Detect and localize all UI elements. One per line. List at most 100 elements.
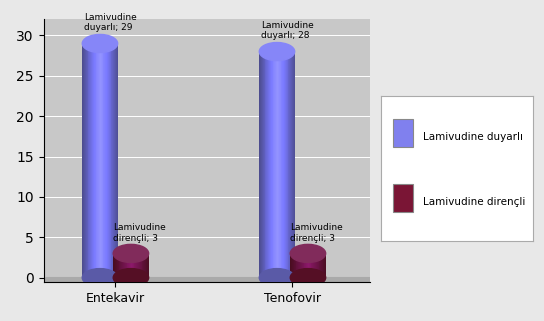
- Bar: [294, 52, 295, 278]
- Text: Lamivudine dirençli: Lamivudine dirençli: [423, 197, 526, 207]
- Bar: [263, 52, 264, 278]
- Bar: [133, 253, 134, 278]
- Bar: [322, 253, 323, 278]
- Bar: [293, 253, 294, 278]
- Bar: [84, 43, 85, 278]
- Bar: [285, 52, 286, 278]
- Bar: [268, 52, 269, 278]
- Bar: [93, 43, 94, 278]
- Ellipse shape: [290, 269, 326, 287]
- Bar: [103, 43, 104, 278]
- Bar: [311, 253, 312, 278]
- Bar: [115, 253, 116, 278]
- Bar: [299, 253, 300, 278]
- Bar: [128, 253, 129, 278]
- Bar: [141, 253, 143, 278]
- Text: Lamivudine
dirençli; 3: Lamivudine dirençli; 3: [113, 223, 166, 243]
- Bar: [94, 43, 95, 278]
- Bar: [100, 43, 101, 278]
- Bar: [269, 52, 270, 278]
- Bar: [114, 253, 115, 278]
- Bar: [131, 253, 132, 278]
- Bar: [113, 43, 114, 278]
- Bar: [314, 253, 315, 278]
- Bar: [312, 253, 313, 278]
- Bar: [134, 253, 135, 278]
- Bar: [126, 253, 127, 278]
- Bar: [280, 52, 281, 278]
- Bar: [85, 43, 86, 278]
- Bar: [137, 253, 138, 278]
- Bar: [325, 253, 326, 278]
- Bar: [92, 43, 93, 278]
- Bar: [288, 52, 289, 278]
- Ellipse shape: [113, 244, 149, 263]
- Bar: [99, 43, 100, 278]
- Bar: [138, 253, 139, 278]
- Bar: [295, 253, 296, 278]
- Bar: [132, 253, 133, 278]
- Polygon shape: [30, 278, 409, 282]
- Bar: [116, 43, 117, 278]
- Bar: [144, 253, 145, 278]
- Bar: [283, 52, 284, 278]
- Bar: [270, 52, 271, 278]
- Bar: [145, 253, 146, 278]
- Bar: [147, 253, 148, 278]
- Bar: [277, 52, 278, 278]
- Bar: [284, 52, 285, 278]
- Bar: [276, 52, 277, 278]
- Bar: [278, 52, 279, 278]
- Bar: [279, 52, 280, 278]
- Bar: [101, 43, 102, 278]
- Bar: [262, 52, 263, 278]
- Bar: [117, 253, 118, 278]
- Bar: [393, 119, 413, 147]
- Ellipse shape: [113, 269, 149, 287]
- Bar: [125, 253, 126, 278]
- Bar: [286, 52, 287, 278]
- Bar: [304, 253, 305, 278]
- Bar: [313, 253, 314, 278]
- Bar: [118, 253, 119, 278]
- Bar: [274, 52, 275, 278]
- Bar: [319, 253, 320, 278]
- Bar: [282, 52, 283, 278]
- Bar: [102, 43, 103, 278]
- Bar: [105, 43, 106, 278]
- Bar: [139, 253, 140, 278]
- Bar: [296, 253, 298, 278]
- Bar: [292, 52, 293, 278]
- Bar: [260, 52, 261, 278]
- Text: Lamivudine
duyarlı; 28: Lamivudine duyarlı; 28: [262, 21, 314, 40]
- Bar: [302, 253, 304, 278]
- Bar: [291, 52, 292, 278]
- Bar: [261, 52, 262, 278]
- Bar: [324, 253, 325, 278]
- Bar: [88, 43, 89, 278]
- Bar: [83, 43, 84, 278]
- Bar: [323, 253, 324, 278]
- Bar: [289, 52, 290, 278]
- Bar: [291, 253, 292, 278]
- Bar: [315, 253, 316, 278]
- Ellipse shape: [259, 42, 295, 61]
- Bar: [287, 52, 288, 278]
- Bar: [109, 43, 110, 278]
- Bar: [267, 52, 268, 278]
- Bar: [104, 43, 105, 278]
- Bar: [275, 52, 276, 278]
- Bar: [97, 43, 98, 278]
- Bar: [91, 43, 92, 278]
- Bar: [290, 52, 291, 278]
- Bar: [310, 253, 311, 278]
- Bar: [130, 253, 131, 278]
- Bar: [90, 43, 91, 278]
- Bar: [123, 253, 124, 278]
- Bar: [108, 43, 109, 278]
- Bar: [290, 253, 291, 278]
- Bar: [116, 253, 117, 278]
- Bar: [259, 52, 260, 278]
- Ellipse shape: [259, 269, 295, 287]
- Bar: [300, 253, 301, 278]
